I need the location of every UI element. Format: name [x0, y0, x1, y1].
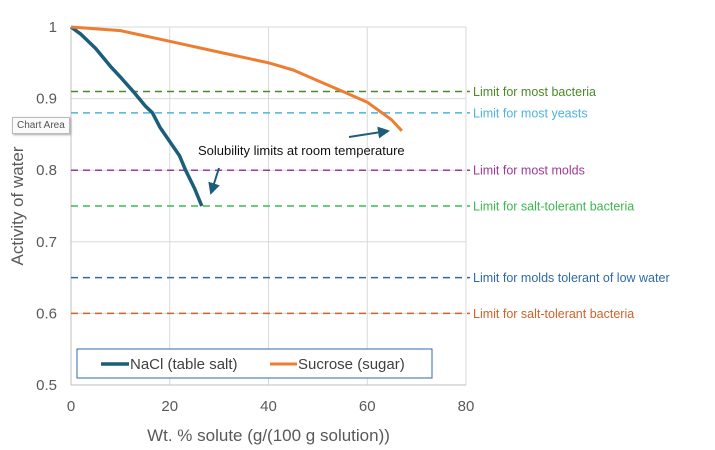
series-line-sucrose: [70, 25, 403, 132]
x-tick-label: 20: [161, 398, 178, 415]
y-tick-label: 0.9: [36, 91, 57, 108]
x-tick-label: 0: [67, 398, 75, 415]
y-axis-title: Activity of water: [8, 146, 27, 265]
y-tick-label: 0.5: [36, 377, 57, 394]
legend-label-sucrose: Sucrose (sugar): [298, 356, 405, 373]
legend: [76, 348, 433, 379]
reference-line-label: Limit for most molds: [473, 164, 585, 178]
y-tick-label: 0.7: [36, 234, 57, 251]
reference-line-label: Limit for molds tolerant of low water: [473, 271, 670, 285]
reference-line-label: Limit for salt-tolerant bacteria: [473, 200, 634, 214]
arrow-icon: [348, 126, 390, 139]
chart-area-tooltip: Chart Area: [12, 117, 70, 134]
x-axis-title: Wt. % solute (g/(100 g solution)): [147, 426, 390, 445]
reference-line-label: Limit for salt-tolerant bacteria: [473, 307, 634, 321]
reference-line-label: Limit for most yeasts: [473, 106, 588, 120]
legend-label-nacl: NaCl (table salt): [130, 356, 238, 373]
x-tick-label: 60: [359, 398, 376, 415]
x-tick-label: 80: [458, 398, 475, 415]
y-tick-label: 0.8: [36, 162, 57, 179]
series-line-nacl: [69, 25, 204, 207]
arrow-icon: [208, 167, 220, 195]
y-tick-label: 0.6: [36, 305, 57, 322]
reference-line-label: Limit for most bacteria: [473, 85, 596, 99]
annotation-text: Solubility limits at room temperature: [198, 143, 405, 158]
y-tick-label: 1: [49, 19, 57, 36]
x-tick-label: 40: [260, 398, 277, 415]
